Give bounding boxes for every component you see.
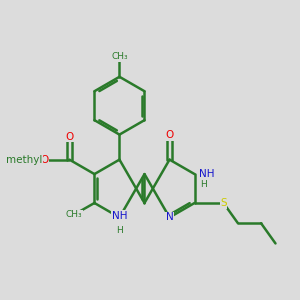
Text: methyl: methyl xyxy=(6,154,43,165)
Text: H: H xyxy=(200,180,207,189)
Text: CH₃: CH₃ xyxy=(111,52,128,61)
Text: O: O xyxy=(41,154,49,165)
Text: S: S xyxy=(220,198,227,208)
Text: NH: NH xyxy=(199,169,214,179)
Text: N: N xyxy=(166,212,173,222)
Text: NH: NH xyxy=(112,211,127,221)
Text: O: O xyxy=(65,131,74,142)
Text: H: H xyxy=(116,226,123,235)
Text: CH₃: CH₃ xyxy=(66,210,82,219)
Text: O: O xyxy=(165,130,174,140)
